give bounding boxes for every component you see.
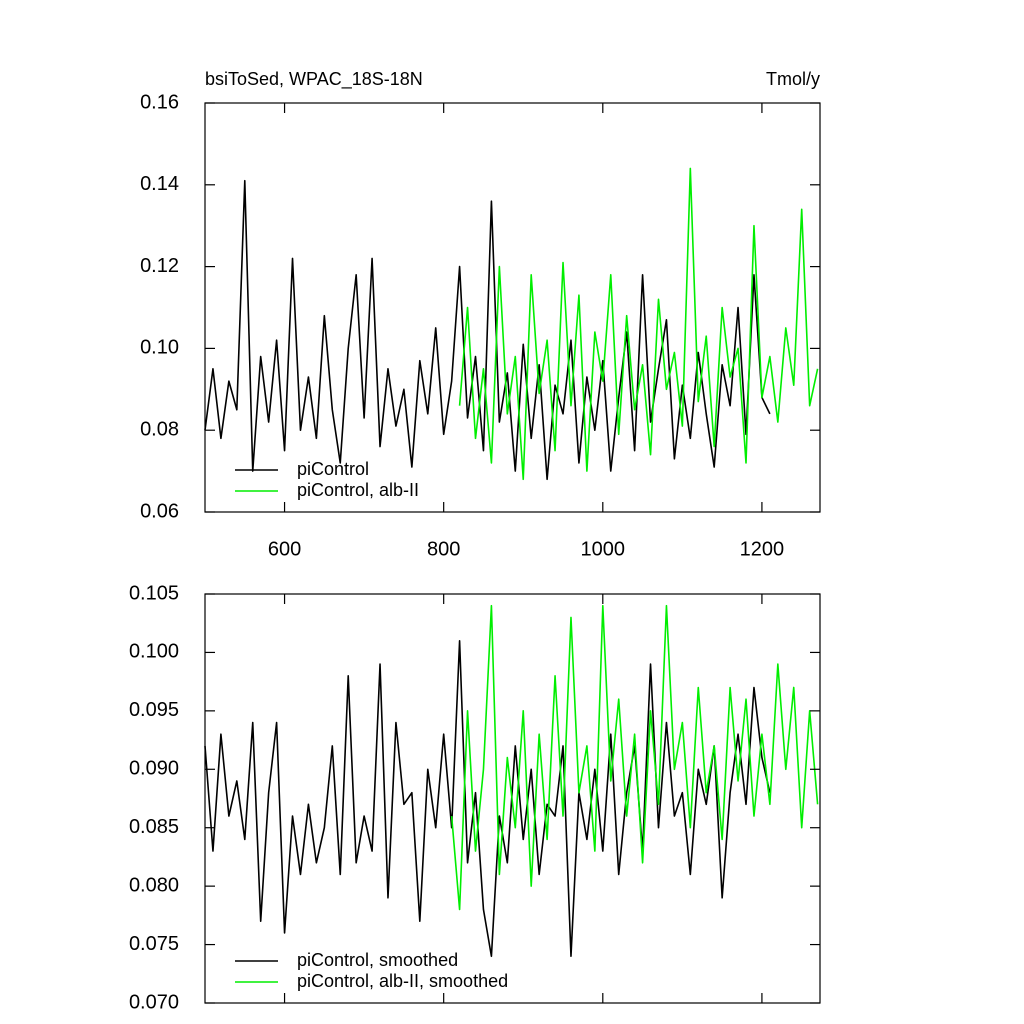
legend-label: piControl bbox=[297, 459, 369, 479]
data-line bbox=[204, 179, 771, 481]
plot-frame bbox=[204, 593, 821, 1004]
chart-title: bsiToSed, WPAC_18S-18N bbox=[205, 69, 423, 90]
units-label: Tmol/y bbox=[766, 69, 820, 89]
data-line bbox=[450, 604, 819, 911]
y-tick-label: 0.080 bbox=[129, 874, 179, 896]
y-tick-label: 0.08 bbox=[140, 418, 179, 440]
legend-label: piControl, alb-II, smoothed bbox=[297, 971, 508, 991]
data-line bbox=[458, 167, 819, 481]
legend-label: piControl, alb-II bbox=[297, 480, 419, 500]
legend-label: piControl, smoothed bbox=[297, 950, 458, 970]
x-tick-label: 1000 bbox=[581, 538, 626, 560]
y-tick-label: 0.090 bbox=[129, 758, 179, 780]
y-tick-label: 0.070 bbox=[129, 991, 179, 1013]
x-tick-label: 1200 bbox=[740, 538, 785, 560]
y-tick-label: 0.14 bbox=[140, 173, 179, 195]
y-tick-label: 0.105 bbox=[129, 582, 179, 604]
y-tick-label: 0.085 bbox=[129, 816, 179, 838]
y-tick-label: 0.100 bbox=[129, 641, 179, 663]
y-tick-label: 0.075 bbox=[129, 933, 179, 955]
y-tick-label: 0.12 bbox=[140, 255, 179, 277]
y-tick-label: 0.06 bbox=[140, 500, 179, 522]
x-tick-label: 600 bbox=[268, 538, 301, 560]
data-line bbox=[204, 639, 771, 958]
y-tick-label: 0.10 bbox=[140, 337, 179, 359]
plot-frame bbox=[204, 102, 821, 513]
x-tick-label: 800 bbox=[427, 538, 460, 560]
y-tick-label: 0.16 bbox=[140, 91, 179, 113]
y-tick-label: 0.095 bbox=[129, 699, 179, 721]
